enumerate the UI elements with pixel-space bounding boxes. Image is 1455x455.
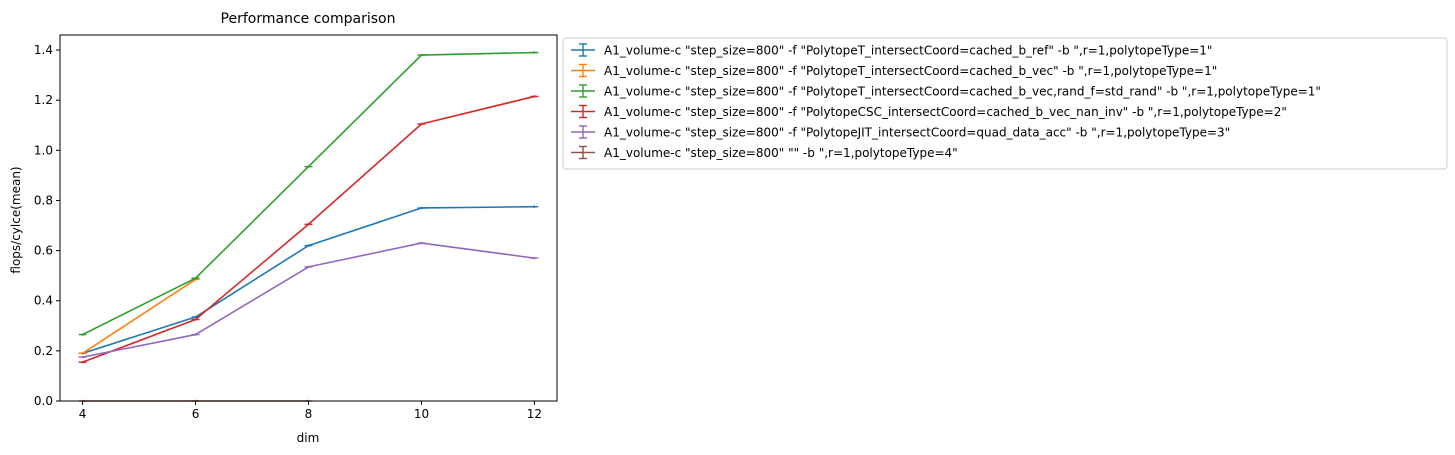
y-tick-label-7: 1.4 — [34, 43, 53, 57]
x-tick-label-1: 6 — [192, 407, 200, 421]
legend: A1_volume-c "step_size=800" -f "Polytope… — [562, 37, 1448, 170]
series-line-0 — [82, 205, 535, 355]
legend-label-4: A1_volume-c "step_size=800" -f "Polytope… — [604, 126, 1230, 140]
legend-label-1: A1_volume-c "step_size=800" -f "Polytope… — [604, 64, 1217, 78]
legend-item-2: A1_volume-c "step_size=800" -f "Polytope… — [571, 84, 1321, 99]
series-1 — [78, 278, 200, 355]
series-2 — [78, 51, 539, 336]
y-axis-label: flops/cylce(mean) — [9, 166, 23, 273]
y-tick-label-0: 0.0 — [34, 394, 53, 408]
y-tick-label-4: 0.8 — [34, 193, 53, 207]
y-tick-label-6: 1.2 — [34, 93, 53, 107]
axes-layer: 4 6 8 10 12 0.0 0.2 0.4 0.6 0.8 1.0 1.2 1.4 — [34, 34, 558, 421]
legend-label-2: A1_volume-c "step_size=800" -f "Polytope… — [604, 85, 1321, 99]
series-4 — [78, 241, 539, 359]
series-3 — [78, 95, 539, 364]
y-tick-label-2: 0.4 — [34, 294, 53, 308]
legend-item-1: A1_volume-c "step_size=800" -f "Polytope… — [571, 63, 1217, 78]
chart-title: Performance comparison — [221, 11, 396, 27]
y-tick-label-3: 0.6 — [34, 244, 53, 258]
x-tick-label-0: 4 — [79, 407, 87, 421]
series-line-1 — [82, 278, 196, 355]
legend-item-0: A1_volume-c "step_size=800" -f "Polytope… — [571, 43, 1212, 58]
series-line-3 — [82, 95, 535, 363]
legend-label-3: A1_volume-c "step_size=800" -f "Polytope… — [604, 105, 1287, 119]
legend-item-5: A1_volume-c "step_size=800" "" -b ",r=1,… — [571, 145, 958, 160]
legend-item-3: A1_volume-c "step_size=800" -f "Polytope… — [571, 104, 1287, 119]
legend-item-4: A1_volume-c "step_size=800" -f "Polytope… — [571, 125, 1230, 140]
y-tick-label-1: 0.2 — [34, 344, 53, 358]
legend-label-0: A1_volume-c "step_size=800" -f "Polytope… — [604, 44, 1212, 58]
x-axis-label: dim — [297, 431, 320, 445]
series-layer — [78, 51, 539, 403]
x-tick-label-3: 10 — [414, 407, 429, 421]
y-tick-label-5: 1.0 — [34, 143, 53, 157]
series-line-2 — [82, 51, 535, 336]
x-tick-label-4: 12 — [527, 407, 542, 421]
x-tick-label-2: 8 — [305, 407, 313, 421]
legend-label-5: A1_volume-c "step_size=800" "" -b ",r=1,… — [604, 146, 958, 160]
legend-frame — [562, 37, 1448, 170]
series-0 — [78, 205, 539, 355]
